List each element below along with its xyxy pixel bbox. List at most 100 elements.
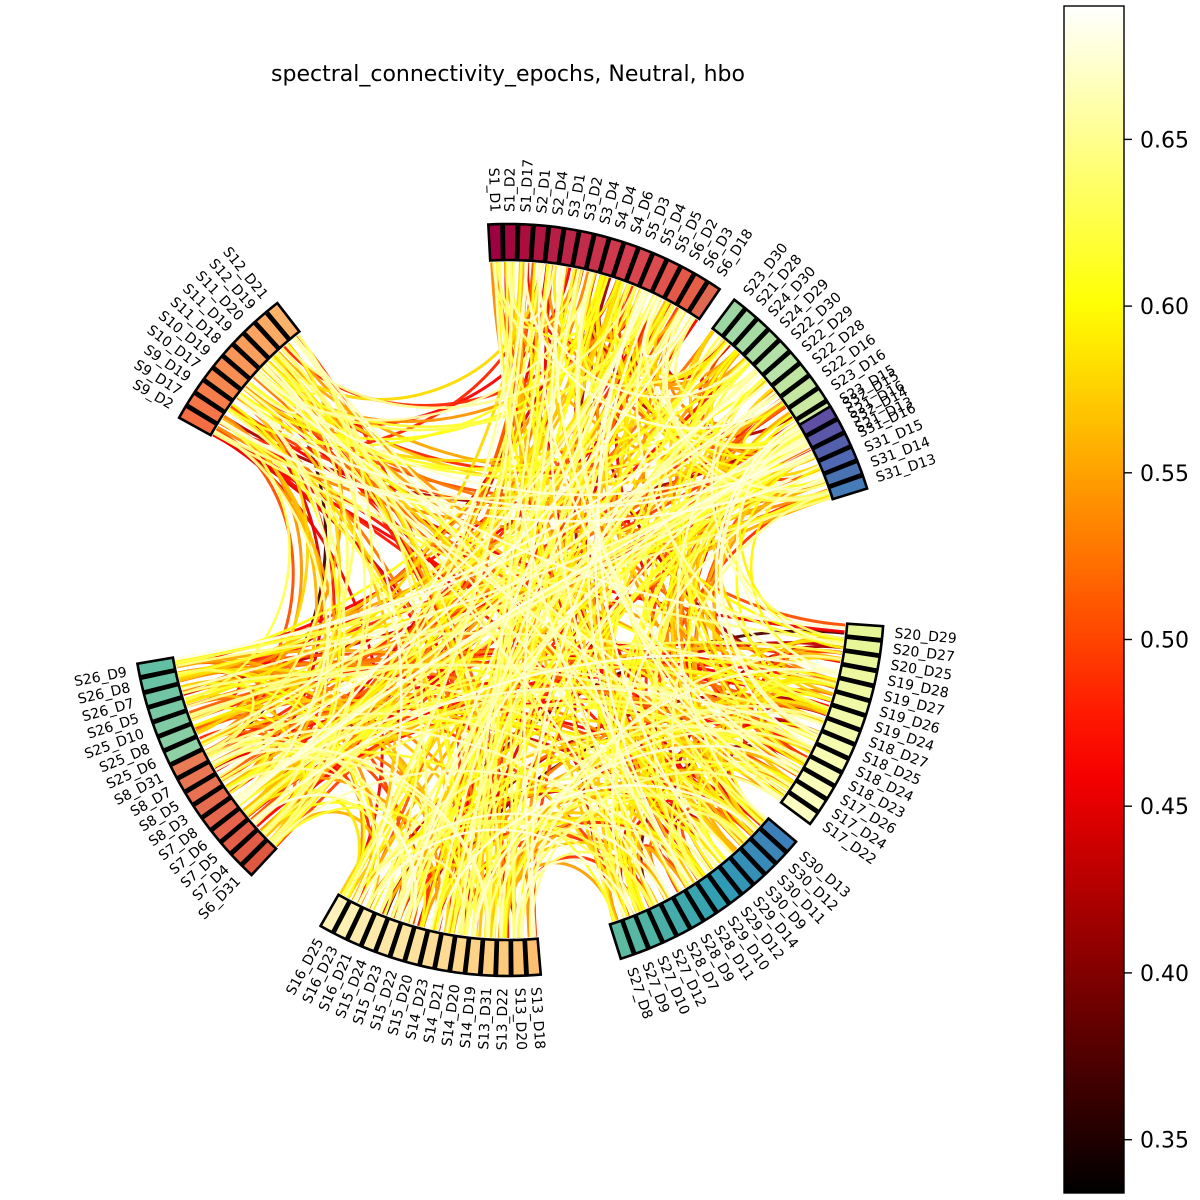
channel-node: [608, 918, 635, 961]
channel-node: [739, 837, 778, 876]
channel-node: [825, 703, 868, 731]
channel-node: [524, 937, 543, 977]
channel-node: [804, 417, 846, 450]
channel-node: [663, 264, 696, 307]
channel-node: [242, 321, 280, 360]
connection-line: [594, 295, 692, 886]
channel-node: [231, 331, 270, 370]
connection-line: [269, 352, 367, 842]
channel-node: [695, 873, 731, 914]
connection-line: [344, 262, 529, 898]
colorbar-tick-label: 0.35: [1140, 1129, 1189, 1154]
channel-node: [211, 354, 251, 391]
connection-line: [397, 291, 648, 921]
connection-line: [520, 850, 653, 938]
connection-line: [530, 342, 729, 938]
channel-node: [544, 224, 565, 266]
channel-node: [787, 386, 828, 421]
connection-line: [493, 262, 671, 898]
connection-line: [189, 663, 814, 748]
connection-line: [257, 371, 808, 496]
channel-node: [156, 722, 198, 752]
channel-node: [827, 474, 869, 501]
channel-node: [598, 236, 625, 278]
connection-line: [176, 632, 836, 686]
colorbar-gradient: [1063, 5, 1125, 1194]
channel-node: [710, 297, 747, 338]
connection-line: [346, 737, 795, 899]
channel-label: S20_D27: [892, 642, 956, 666]
channel-node: [360, 911, 389, 954]
channel-node: [374, 916, 402, 959]
connection-line: [175, 373, 761, 661]
connection-line: [237, 262, 528, 805]
channel-node: [209, 807, 250, 844]
connection-line: [718, 425, 819, 737]
channel-node: [672, 889, 705, 930]
channel-node: [732, 317, 770, 357]
connection-line: [218, 316, 694, 776]
connection-line: [575, 272, 782, 801]
channel-node: [510, 938, 527, 978]
channel-node: [621, 914, 650, 956]
connection-line: [641, 297, 692, 358]
connection-line: [358, 812, 667, 905]
channel-node: [752, 338, 792, 377]
connection-line: [664, 310, 825, 491]
connection-line: [456, 264, 552, 935]
channel-node: [758, 816, 798, 854]
channel-node: [842, 636, 884, 657]
channel-node: [834, 677, 876, 702]
channel-node: [177, 404, 219, 437]
channel-label: S13_D22: [495, 988, 512, 1050]
connection-line: [235, 398, 813, 509]
channel-node: [742, 327, 781, 366]
channel-node: [687, 280, 722, 321]
channel-node: [142, 683, 184, 709]
connection-line: [276, 351, 767, 820]
channel-node: [202, 366, 243, 402]
channel-node: [221, 342, 261, 380]
connection-line: [214, 398, 782, 500]
connection-line: [215, 747, 490, 938]
channel-node: [779, 791, 820, 826]
connection-line: [537, 263, 749, 399]
channel-node: [240, 838, 278, 877]
connection-line: [272, 769, 692, 886]
channel-node: [318, 892, 351, 935]
channel-node: [219, 818, 259, 855]
channel-node: [749, 827, 788, 865]
channel-node: [191, 784, 233, 819]
connection-line: [597, 289, 724, 863]
connection-line: [506, 261, 556, 322]
channel-node: [502, 222, 519, 262]
connection-line: [473, 744, 801, 937]
channel-node: [486, 222, 504, 262]
channel-node: [200, 796, 241, 832]
connection-line: [233, 465, 820, 800]
colorbar-tick-label: 0.50: [1140, 629, 1189, 654]
colorbar-tick-label: 0.65: [1140, 128, 1189, 153]
connection-line: [205, 712, 711, 873]
channel-node: [168, 748, 211, 780]
connection-line: [485, 720, 817, 938]
connection-line: [200, 292, 650, 742]
connection-line: [252, 793, 417, 925]
connection-line: [370, 828, 627, 918]
channel-node: [721, 307, 759, 347]
connection-line: [492, 262, 581, 330]
connection-line: [265, 362, 403, 902]
connection-line: [445, 369, 757, 933]
connection-line: [436, 784, 756, 931]
connection-line: [220, 419, 822, 523]
colorbar: 0.35 0.40 0.45 0.50 0.55 0.60 0.65: [1063, 5, 1189, 1194]
channel-label: S20_D29: [894, 626, 957, 647]
connection-line: [235, 445, 810, 803]
connection-line: [514, 668, 838, 938]
connection-line: [537, 263, 798, 776]
channel-node: [464, 936, 484, 977]
channel-node: [389, 921, 416, 963]
channel-node: [707, 865, 743, 906]
channel-node: [634, 908, 664, 950]
